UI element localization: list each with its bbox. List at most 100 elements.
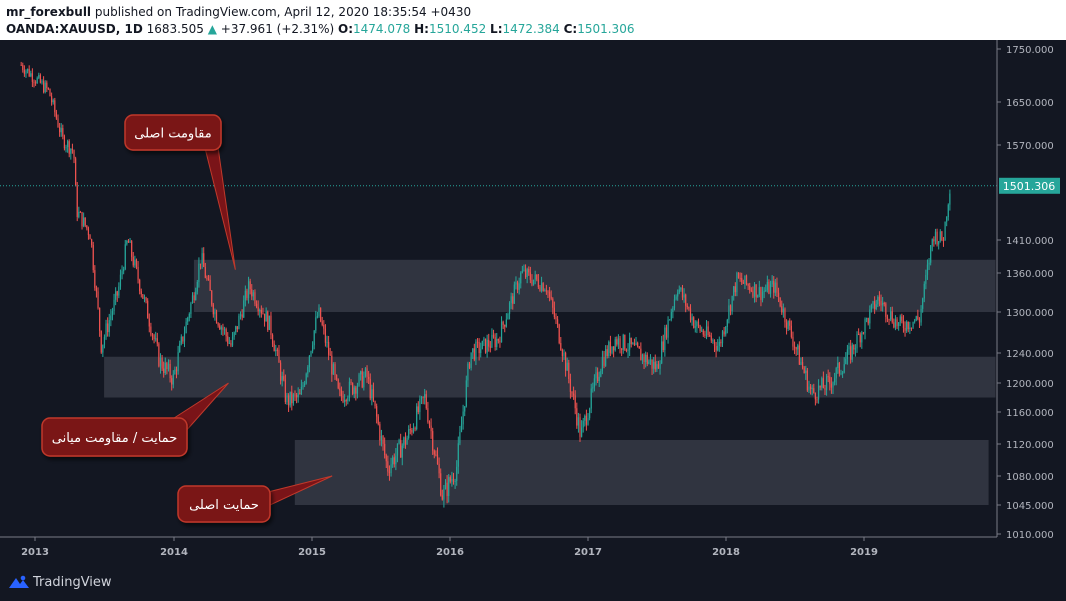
candle — [725, 325, 727, 337]
candle — [78, 206, 80, 219]
candle — [545, 284, 547, 295]
candle — [244, 285, 246, 307]
candle — [817, 379, 820, 404]
candle — [893, 318, 895, 329]
candle — [156, 332, 158, 347]
candle — [531, 274, 533, 287]
candle — [483, 336, 485, 347]
candle — [388, 465, 391, 481]
candle — [204, 262, 206, 279]
candle — [672, 306, 674, 319]
candle — [645, 351, 647, 368]
candle — [488, 333, 490, 352]
candle — [694, 320, 696, 333]
candle — [928, 258, 930, 270]
main-resistance-zone[interactable] — [193, 259, 996, 312]
candle — [702, 328, 704, 337]
callout-box — [124, 114, 222, 151]
symbol-label[interactable]: OANDA:XAUUSD, 1D — [6, 22, 143, 36]
candle — [393, 453, 395, 468]
candle — [808, 380, 810, 394]
candle — [882, 296, 884, 312]
price-chart[interactable]: 1501.306 1750.000 1650.000 1570.000 1410.00… — [0, 40, 1066, 566]
candle — [380, 429, 383, 447]
candle — [73, 149, 75, 164]
candle — [425, 390, 427, 410]
candle — [680, 287, 682, 292]
tradingview-brand[interactable]: TradingView — [33, 575, 112, 590]
candle — [699, 324, 701, 333]
candle — [92, 241, 94, 273]
candle — [597, 367, 599, 383]
tradingview-logo-icon — [9, 575, 29, 588]
candle — [825, 373, 828, 396]
candle — [260, 305, 262, 318]
middle-support-zone[interactable] — [104, 356, 996, 398]
candle — [47, 87, 50, 91]
candle — [664, 324, 666, 357]
candle — [414, 426, 416, 432]
candle — [480, 342, 482, 358]
candle — [23, 65, 25, 77]
candle — [289, 391, 291, 408]
candle — [584, 414, 586, 427]
candle — [481, 340, 483, 350]
author-name[interactable]: mr_forexbull — [6, 5, 92, 19]
main-support-zone[interactable] — [294, 440, 989, 505]
candle — [108, 313, 110, 337]
candle — [42, 76, 45, 94]
callout-annotation[interactable]: حمایت اصلی — [177, 475, 333, 523]
candle — [720, 339, 722, 347]
callout-annotation[interactable]: حمایت / مقاومت میانی — [41, 382, 229, 457]
candle — [489, 341, 491, 353]
candle — [665, 324, 668, 340]
candle — [890, 306, 892, 322]
candle — [180, 334, 182, 346]
candle — [59, 122, 61, 137]
candle — [801, 356, 804, 370]
candle — [590, 383, 592, 414]
candle — [499, 336, 501, 348]
candle — [617, 334, 620, 350]
callout-annotation[interactable]: مقاومت اصلی — [124, 114, 236, 270]
candle — [747, 283, 749, 290]
candle — [657, 360, 660, 369]
candle — [850, 339, 852, 364]
candle — [424, 388, 426, 405]
candle — [76, 181, 78, 222]
candle — [949, 189, 951, 211]
candle — [183, 326, 186, 348]
candle — [536, 274, 538, 282]
candle — [99, 307, 101, 337]
candle — [287, 393, 290, 412]
candle — [507, 312, 509, 320]
candle — [540, 276, 543, 293]
candle — [691, 313, 693, 326]
candle — [939, 229, 941, 243]
candle — [281, 371, 283, 387]
candle — [723, 326, 725, 337]
candle — [785, 319, 788, 335]
candle — [246, 288, 248, 301]
candle — [127, 239, 130, 243]
candle — [673, 294, 676, 311]
candle — [83, 212, 85, 228]
candle — [566, 357, 568, 371]
candle — [633, 338, 636, 346]
candle — [265, 307, 267, 322]
candle — [315, 310, 317, 334]
candle — [907, 321, 909, 333]
open-label: O: — [338, 22, 354, 36]
candle — [654, 354, 656, 373]
candle — [782, 303, 784, 318]
candle — [776, 277, 778, 297]
candle — [406, 435, 408, 445]
candle — [478, 338, 480, 361]
candle — [223, 326, 226, 335]
candle — [55, 109, 58, 120]
candle — [177, 345, 179, 375]
candle — [475, 339, 477, 366]
candle — [263, 313, 266, 327]
candle — [592, 382, 594, 393]
candle — [238, 313, 240, 330]
